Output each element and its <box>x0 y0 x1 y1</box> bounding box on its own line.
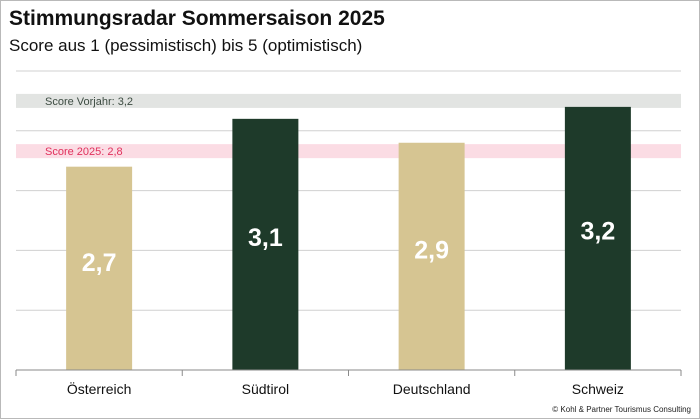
reference-label-1: Score 2025: 2,8 <box>45 146 123 158</box>
category-label-0: Österreich <box>67 380 132 397</box>
bar-value-label-3: 3,2 <box>580 218 615 246</box>
bar-value-label-2: 2,9 <box>414 237 449 265</box>
chart-subtitle: Score aus 1 (pessimistisch) bis 5 (optim… <box>9 36 363 55</box>
category-label-1: Südtirol <box>242 381 289 397</box>
copyright-notice: © Kohl & Partner Tourismus Consulting <box>552 405 691 414</box>
category-label-3: Schweiz <box>572 381 624 397</box>
bar-0 <box>66 166 133 370</box>
bar-2 <box>398 142 465 370</box>
bar-3 <box>564 106 631 370</box>
bar-value-label-0: 2,7 <box>82 249 117 277</box>
chart-title: Stimmungsradar Sommersaison 2025 <box>9 7 385 30</box>
bar-1 <box>232 118 299 370</box>
reference-band-1 <box>16 144 681 159</box>
bar-value-label-1: 3,1 <box>248 224 283 252</box>
reference-label-0: Score Vorjahr: 3,2 <box>45 96 133 108</box>
category-label-2: Deutschland <box>393 381 471 397</box>
reference-band-0 <box>16 93 681 108</box>
